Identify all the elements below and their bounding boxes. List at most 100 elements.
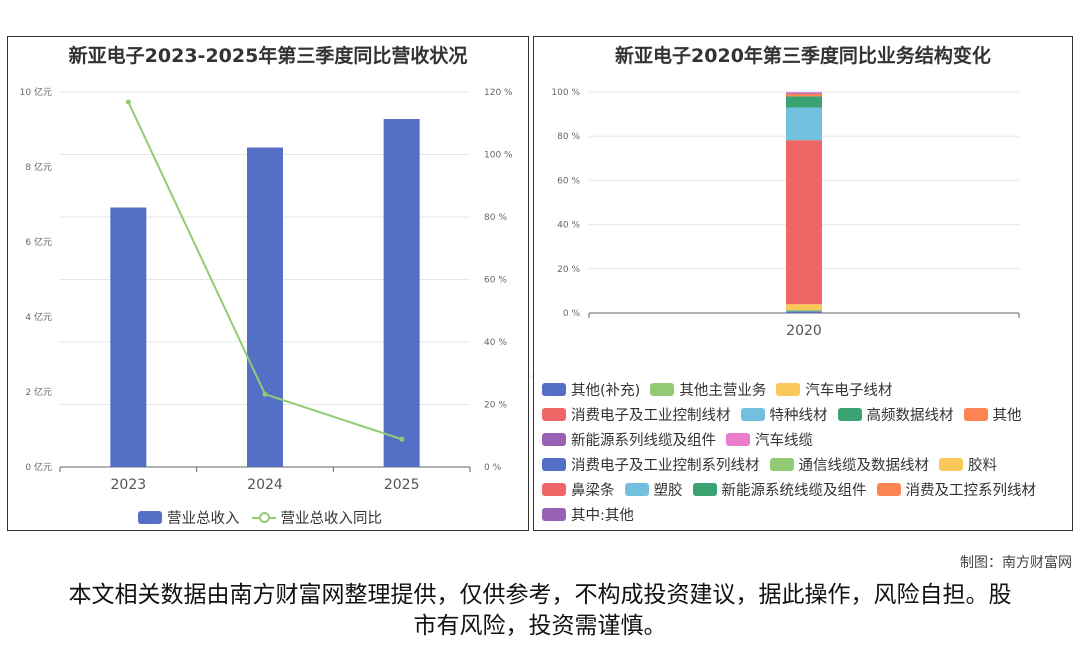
- y-tick-label: 60 %: [557, 176, 580, 186]
- legend-label: 特种线材: [769, 408, 828, 424]
- x-tick-label: 2023: [111, 477, 147, 493]
- legend-swatch: [542, 433, 566, 446]
- legend-swatch: [542, 458, 566, 471]
- legend-swatch: [624, 483, 649, 496]
- y-left-tick-label: 2 亿元: [25, 386, 52, 398]
- legend-label: 汽车电子线材: [805, 383, 893, 399]
- legend-item[interactable]: 其他(补充): [542, 379, 640, 400]
- y-left-tick-label: 0 亿元: [25, 461, 52, 473]
- legend-label: 胶料: [968, 458, 997, 474]
- business-structure-panel: 新亚电子2020年第三季度同比业务结构变化 0 % 20 % 40 % 60 % 80 …: [533, 36, 1073, 531]
- legend-row: 消费电子及工业控制线材 特种线材 高频数据线材 其他: [542, 404, 1032, 425]
- legend-item[interactable]: 汽车电子线材: [776, 379, 892, 400]
- legend-swatch: [542, 408, 566, 421]
- legend-item[interactable]: 特种线材: [740, 404, 828, 425]
- legend-swatch: [876, 483, 901, 496]
- legend-swatch: [776, 383, 801, 396]
- legend-label: 营业总收入: [167, 511, 240, 527]
- legend-item[interactable]: 塑胶: [624, 479, 683, 500]
- legend-swatch: [726, 433, 750, 446]
- legend-item[interactable]: 其他: [963, 404, 1022, 425]
- legend-swatch: [740, 408, 765, 421]
- y-left-tick-label: 10 亿元: [20, 86, 52, 98]
- legend-row: 新能源系列线缆及组件 汽车线缆: [542, 429, 823, 450]
- legend-swatch: [138, 511, 162, 524]
- legend-item[interactable]: 新能源系统线缆及组件: [692, 479, 867, 500]
- stacked-bar-segment: [786, 304, 822, 310]
- legend-label: 其他主营业务: [679, 383, 767, 399]
- y-right-tick-label: 120 %: [484, 88, 513, 98]
- legend-label: 营业总收入同比: [280, 511, 383, 527]
- legend-item[interactable]: 高频数据线材: [837, 404, 954, 425]
- stacked-bar-segment: [786, 92, 822, 94]
- legend-swatch: [837, 408, 862, 421]
- legend-label: 消费电子及工业控制线材: [571, 408, 731, 424]
- bar: [247, 147, 283, 467]
- legend-label: 其他(补充): [571, 383, 641, 399]
- legend-swatch: [251, 511, 276, 524]
- legend-label: 新能源系统线缆及组件: [721, 483, 867, 499]
- legend-swatch: [542, 483, 566, 496]
- x-tick-label: 2025: [384, 477, 420, 493]
- legend-swatch: [542, 508, 566, 521]
- y-left-tick-label: 8 亿元: [25, 161, 52, 173]
- x-tick-label: 2020: [786, 323, 822, 337]
- y-tick-label: 0 %: [563, 309, 581, 319]
- legend-swatch: [939, 458, 963, 471]
- disclaimer-text: 本文相关数据由南方财富网整理提供，仅供参考，不构成投资建议，据此操作，风险自担。…: [68, 582, 1012, 639]
- y-left-tick-label: 6 亿元: [25, 236, 52, 248]
- legend-item[interactable]: 汽车线缆: [726, 429, 813, 450]
- legend-item[interactable]: 消费电子及工业控制系列线材: [542, 454, 760, 475]
- legend-item[interactable]: 胶料: [939, 454, 997, 475]
- y-right-tick-label: 20 %: [484, 401, 507, 411]
- y-tick-label: 80 %: [557, 132, 580, 142]
- structure-chart: 0 % 20 % 40 % 60 % 80 % 100 % 2020: [551, 88, 1020, 337]
- legend-item[interactable]: 新能源系列线缆及组件: [542, 429, 716, 450]
- legend-item[interactable]: 鼻梁条: [542, 479, 615, 500]
- legend-label: 新能源系列线缆及组件: [571, 433, 716, 449]
- legend-item[interactable]: 营业总收入同比: [251, 507, 383, 528]
- chart-legend: 营业总收入 营业总收入同比: [138, 507, 394, 528]
- legend-item[interactable]: 其中:其他: [542, 504, 634, 525]
- stacked-bar-segment: [786, 107, 822, 141]
- legend-swatch: [769, 458, 794, 471]
- legend-item[interactable]: 营业总收入: [138, 507, 240, 528]
- y-tick-label: 40 %: [557, 221, 580, 231]
- legend-label: 鼻梁条: [571, 483, 615, 499]
- legend-label: 消费及工控系列线材: [905, 483, 1037, 499]
- chart-credit: 制图：南方财富网: [960, 555, 1072, 571]
- chart-title: 新亚电子2023-2025年第三季度同比营收状况: [68, 45, 468, 67]
- stacked-bar-segment: [786, 309, 822, 312]
- legend-row: 其中:其他: [542, 504, 644, 525]
- line-point: [262, 391, 268, 397]
- revenue-chart: 0 % 20 % 40 % 60 % 80 % 100 % 120 % 0 亿元 2 亿元 4 亿…: [20, 86, 513, 493]
- revenue-chart-panel: 新亚电子2023-2025年第三季度同比营收状况 0 % 20 % 40 % 60 %…: [7, 36, 529, 531]
- bar: [110, 207, 147, 467]
- y-tick-label: 100 %: [551, 88, 580, 98]
- stacked-bar-segment: [786, 92, 822, 93]
- legend-swatch: [542, 383, 566, 396]
- legend-item[interactable]: 通信线缆及数据线材: [769, 454, 929, 475]
- stacked-bar-segment: [786, 93, 822, 97]
- legend-swatch: [692, 483, 717, 496]
- legend-item[interactable]: 消费及工控系列线材: [876, 479, 1037, 500]
- legend-item[interactable]: 其他主营业务: [650, 379, 766, 400]
- x-tick-label: 2024: [247, 477, 283, 493]
- y-right-tick-label: 100 %: [484, 151, 513, 161]
- line-point: [399, 436, 405, 442]
- legend-row: 其他(补充) 其他主营业务 汽车电子线材: [542, 379, 902, 400]
- legend-swatch: [963, 408, 988, 421]
- stacked-bar-segment: [786, 96, 822, 108]
- y-tick-label: 20 %: [557, 265, 580, 275]
- legend-label: 高频数据线材: [866, 408, 954, 424]
- legend-row: 消费电子及工业控制系列线材 通信线缆及数据线材 胶料: [542, 454, 1007, 475]
- line-point: [125, 99, 131, 105]
- legend-label: 其他: [992, 408, 1022, 424]
- legend-label: 其中:其他: [571, 508, 634, 524]
- legend-row: 鼻梁条 塑胶 新能源系统线缆及组件 消费及工控系列线材: [542, 479, 1046, 500]
- legend-item[interactable]: 消费电子及工业控制线材: [542, 404, 731, 425]
- bar: [383, 119, 420, 467]
- legend-label: 消费电子及工业控制系列线材: [571, 458, 760, 474]
- y-left-tick-label: 4 亿元: [25, 311, 52, 323]
- y-right-tick-label: 60 %: [484, 276, 507, 286]
